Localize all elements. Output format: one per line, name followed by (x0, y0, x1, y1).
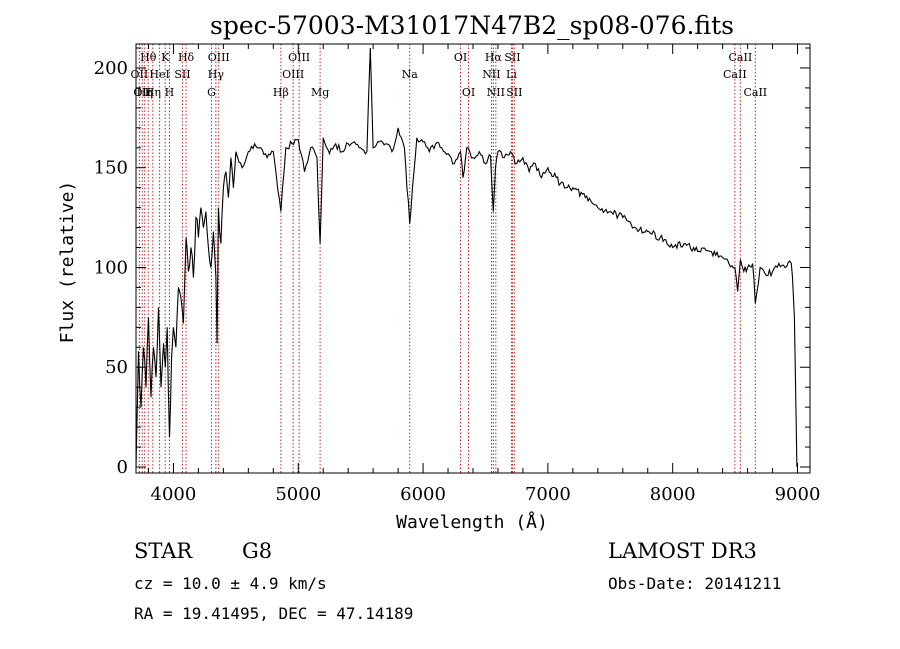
line-label: Hβ (273, 86, 289, 99)
spectral-line-labels: OIIOIIHηHθHηHeIKHSIIHδGHγOIIIHβOIIIOIIIM… (131, 51, 768, 99)
y-axis-ticks: 0 50 100 150 200 (94, 47, 810, 478)
line-label: SII (506, 86, 522, 99)
y-tick-label: 100 (94, 257, 128, 278)
line-label: Li (506, 68, 517, 81)
line-label: SII (504, 51, 520, 64)
line-label: CaII (723, 68, 747, 81)
line-label: OIII (282, 68, 304, 81)
x-tick-label: 9000 (775, 484, 821, 505)
x-tick-label: 5000 (275, 484, 321, 505)
line-label: CaII (743, 86, 767, 99)
survey-label: LAMOST DR3 (608, 539, 757, 563)
line-label: OIII (208, 51, 230, 64)
line-label: Na (402, 68, 419, 81)
line-label: Mg (311, 86, 329, 99)
line-label: Hθ (140, 51, 157, 64)
spectral-line-markers (138, 44, 756, 473)
y-tick-label: 50 (105, 357, 128, 378)
line-label: CaII (729, 51, 753, 64)
line-label: Hη (137, 86, 153, 99)
line-label: Hα (485, 51, 503, 64)
x-tick-label: 8000 (650, 484, 696, 505)
x-tick-label: 6000 (400, 484, 446, 505)
line-label: OII (131, 68, 149, 81)
line-label: OIII (288, 51, 310, 64)
x-axis-ticks: 4000 5000 6000 7000 8000 9000 (147, 44, 821, 505)
line-label: NII (487, 86, 505, 99)
chart-title: spec-57003-M31017N47B2_sp08-076.fits (210, 11, 734, 40)
plot-frame (135, 43, 811, 474)
line-label: H (165, 86, 175, 99)
line-label: OI (462, 86, 475, 99)
x-tick-label: 7000 (525, 484, 571, 505)
line-label: NII (482, 68, 500, 81)
coordinates-text: RA = 19.41495, DEC = 47.14189 (134, 604, 413, 623)
line-label: Hη (145, 86, 161, 99)
y-tick-label: 150 (94, 158, 128, 179)
object-class: STAR (134, 539, 193, 563)
y-tick-label: 0 (117, 457, 128, 478)
line-label: OI (454, 51, 467, 64)
line-label: HeI (149, 68, 169, 81)
object-subclass: G8 (242, 539, 272, 563)
spectrum-line (135, 47, 798, 468)
y-axis-label: Flux (relative) (57, 181, 78, 344)
redshift-text: cz = 10.0 ± 4.9 km/s (134, 574, 327, 593)
line-label: SII (174, 68, 190, 81)
line-label: G (207, 86, 216, 99)
line-label: OII (133, 86, 151, 99)
line-label: K (161, 51, 170, 64)
obs-date: Obs-Date: 20141211 (608, 574, 781, 593)
line-label: Hγ (208, 68, 225, 81)
y-tick-label: 200 (94, 58, 128, 79)
x-tick-label: 4000 (151, 484, 197, 505)
x-axis-label: Wavelength (Å) (396, 511, 548, 533)
line-label: Hδ (178, 51, 195, 64)
